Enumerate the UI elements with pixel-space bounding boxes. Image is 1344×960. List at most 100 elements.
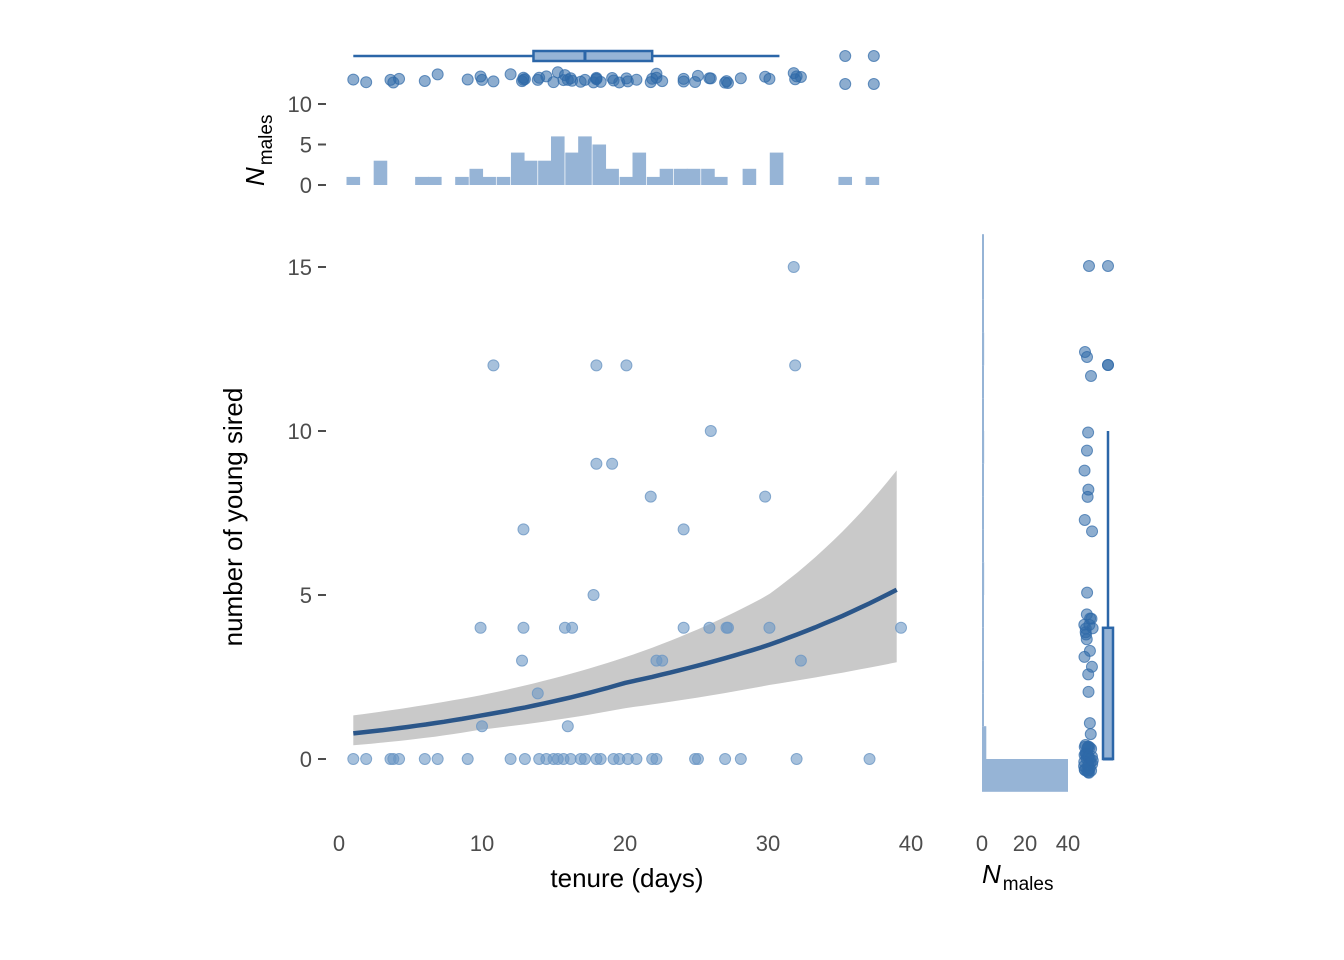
scatter-point bbox=[620, 359, 633, 372]
scatter-point bbox=[504, 753, 517, 765]
scatter-point bbox=[704, 425, 717, 437]
right-histogram-bar bbox=[982, 759, 1068, 792]
right-jitter-point bbox=[1080, 633, 1093, 646]
scatter-point bbox=[759, 490, 772, 503]
top-histogram-bar bbox=[673, 168, 688, 185]
top-jitter-point bbox=[418, 75, 431, 88]
top-jitter-point bbox=[347, 73, 360, 86]
right-jitter-point bbox=[1081, 741, 1094, 754]
right-histogram-bar bbox=[982, 365, 984, 399]
right-histogram-bar bbox=[982, 463, 984, 497]
scatter-point bbox=[863, 753, 876, 765]
top-y-tick-label: 10 bbox=[288, 92, 312, 117]
top-y-tick-label: 5 bbox=[300, 133, 312, 158]
x-tick-label: 20 bbox=[613, 831, 637, 856]
right-histogram-bar bbox=[982, 234, 984, 267]
scatter-point bbox=[418, 753, 431, 765]
right-histogram-bar bbox=[982, 529, 984, 563]
top-y-axis: 0 5 10 bbox=[288, 92, 326, 198]
scatter-point bbox=[734, 753, 747, 765]
right-x-axis-title-main: N bbox=[982, 859, 1001, 889]
right-histogram-bar bbox=[982, 332, 985, 366]
top-jitter-point bbox=[867, 50, 880, 62]
y-axis-title: number of young sired bbox=[218, 388, 248, 647]
top-histogram-bar bbox=[714, 176, 728, 185]
top-y-axis-title-sub: males bbox=[256, 115, 277, 166]
scatter-point bbox=[476, 720, 488, 733]
right-jitter-point bbox=[1102, 260, 1114, 272]
scatter-point bbox=[630, 753, 643, 765]
scatter-point bbox=[531, 687, 544, 700]
right-jitter-point bbox=[1080, 444, 1093, 457]
top-histogram-bar bbox=[346, 176, 361, 185]
top-histogram-bar bbox=[769, 152, 784, 185]
scatter-point bbox=[517, 621, 530, 634]
top-histogram-bar bbox=[373, 160, 388, 185]
x-tick-label: 30 bbox=[756, 831, 780, 856]
right-jitter-point bbox=[1083, 260, 1095, 272]
scatter-point bbox=[566, 621, 579, 634]
right-boxplot bbox=[1101, 431, 1115, 761]
top-histogram-bar bbox=[455, 176, 469, 185]
top-histogram-bar bbox=[701, 168, 715, 185]
top-jitter-point bbox=[590, 71, 603, 84]
right-jitter-point bbox=[1082, 426, 1095, 439]
top-box-body bbox=[532, 49, 654, 63]
right-jitter-point bbox=[1081, 586, 1094, 599]
confidence-ribbon bbox=[353, 470, 897, 746]
y-tick-label: 10 bbox=[288, 419, 312, 444]
right-histogram-bar bbox=[982, 299, 984, 333]
top-jitter-point bbox=[656, 75, 669, 88]
top-y-axis-title-main: N bbox=[240, 167, 270, 186]
right-jitter-point bbox=[1086, 754, 1099, 767]
scatter-point bbox=[590, 359, 603, 372]
scatter-point bbox=[794, 654, 807, 667]
right-histogram-bar bbox=[982, 627, 984, 661]
top-histogram-bar bbox=[865, 176, 880, 185]
top-histogram-bar bbox=[510, 152, 525, 185]
top-histogram-bar bbox=[578, 136, 592, 185]
top-jitter-point bbox=[360, 76, 373, 89]
scatter-point bbox=[606, 457, 619, 470]
right-jitter-point bbox=[1083, 644, 1096, 657]
right-histogram-bar bbox=[982, 398, 984, 431]
top-jitter-point bbox=[566, 74, 579, 87]
right-x-axis-title-sub: males bbox=[1003, 874, 1054, 895]
top-jitter-point bbox=[606, 72, 619, 85]
main-scatter-panel: 0 5 10 15 0 10 20 30 40 tenure (days) number of… bbox=[218, 255, 923, 893]
scatter-point bbox=[474, 621, 487, 634]
top-jitter-point bbox=[721, 76, 734, 89]
right-jitter-point bbox=[1085, 370, 1097, 382]
scatter-point bbox=[719, 753, 732, 765]
right-box-body bbox=[1101, 626, 1115, 761]
y-tick-label: 5 bbox=[300, 583, 312, 608]
top-histogram bbox=[346, 136, 880, 185]
scatter-point bbox=[703, 621, 716, 634]
top-jitter-point bbox=[461, 73, 474, 86]
top-histogram-bar bbox=[686, 168, 701, 185]
scatter-point bbox=[656, 654, 669, 667]
top-jitter-points bbox=[347, 50, 880, 90]
top-jitter-point bbox=[839, 50, 852, 62]
right-jitter-point bbox=[1086, 525, 1099, 538]
top-y-axis-title: Nmales bbox=[240, 115, 277, 186]
top-histogram-bar bbox=[496, 176, 511, 185]
scatter-point bbox=[461, 753, 474, 765]
scatter-point bbox=[587, 589, 600, 601]
x-axis-title: tenure (days) bbox=[550, 863, 703, 893]
scatter-point bbox=[677, 621, 690, 634]
scatter-point bbox=[518, 753, 531, 765]
top-jitter-point bbox=[759, 70, 772, 83]
top-jitter-point bbox=[734, 72, 747, 85]
top-marginal-panel: 0 5 10 Nmales bbox=[240, 49, 880, 198]
top-jitter-point bbox=[787, 67, 800, 80]
top-jitter-point bbox=[620, 72, 633, 85]
top-jitter-point bbox=[677, 72, 690, 85]
top-jitter-point bbox=[644, 76, 657, 89]
right-jitter-point bbox=[1078, 513, 1091, 526]
scatter-point bbox=[561, 720, 574, 733]
top-jitter-point bbox=[630, 73, 643, 86]
scatter-points bbox=[347, 261, 907, 765]
